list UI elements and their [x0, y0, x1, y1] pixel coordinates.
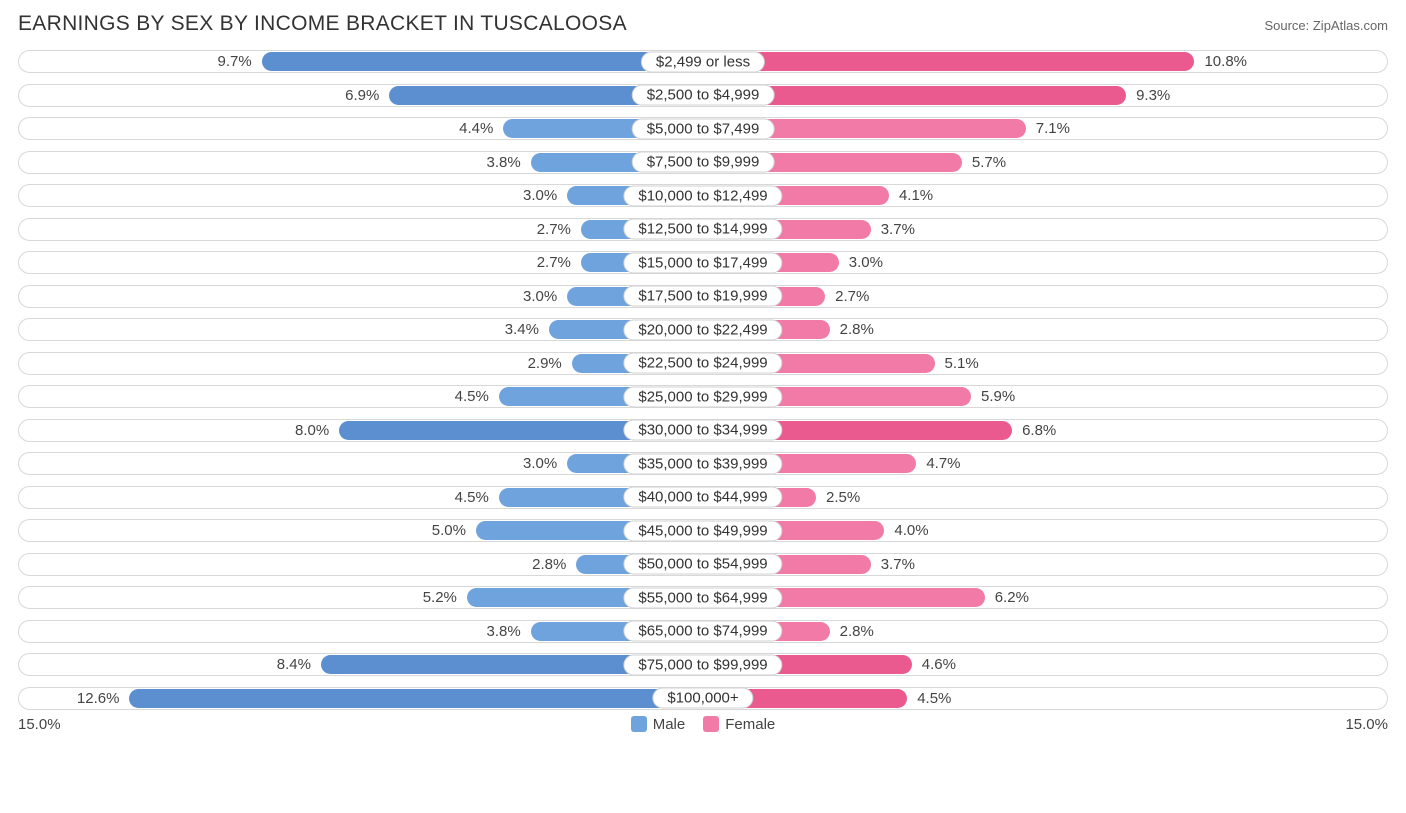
- bracket-label: $30,000 to $34,999: [623, 420, 782, 441]
- female-value: 3.7%: [871, 555, 925, 574]
- chart-row: 3.0% 2.7% $17,500 to $19,999: [18, 285, 1388, 308]
- legend-female-swatch: [703, 716, 719, 732]
- male-bar: [262, 52, 704, 71]
- female-value: 5.9%: [971, 387, 1025, 406]
- female-value: 2.5%: [816, 488, 870, 507]
- bracket-label: $75,000 to $99,999: [623, 654, 782, 675]
- male-value: 2.7%: [527, 253, 581, 272]
- bracket-label: $45,000 to $49,999: [623, 520, 782, 541]
- male-value: 2.9%: [518, 354, 572, 373]
- bracket-label: $5,000 to $7,499: [632, 118, 775, 139]
- male-value: 4.5%: [445, 387, 499, 406]
- legend-male-swatch: [631, 716, 647, 732]
- bracket-label: $35,000 to $39,999: [623, 453, 782, 474]
- bracket-label: $10,000 to $12,499: [623, 185, 782, 206]
- bracket-label: $25,000 to $29,999: [623, 386, 782, 407]
- chart-row: 4.4% 7.1% $5,000 to $7,499: [18, 117, 1388, 140]
- legend-female-label: Female: [725, 716, 775, 733]
- chart-row: 3.8% 5.7% $7,500 to $9,999: [18, 151, 1388, 174]
- female-value: 9.3%: [1126, 86, 1180, 105]
- male-value: 3.0%: [513, 287, 567, 306]
- female-value: 2.8%: [830, 320, 884, 339]
- legend-male: Male: [631, 716, 686, 733]
- bracket-label: $50,000 to $54,999: [623, 554, 782, 575]
- chart-row: 8.4% 4.6% $75,000 to $99,999: [18, 653, 1388, 676]
- diverging-bar-chart: 9.7% 10.8% $2,499 or less 6.9% 9.3% $2,500 to…: [18, 50, 1388, 710]
- bracket-label: $40,000 to $44,999: [623, 487, 782, 508]
- chart-row: 3.0% 4.7% $35,000 to $39,999: [18, 452, 1388, 475]
- chart-header: EARNINGS BY SEX BY INCOME BRACKET IN TUS…: [18, 12, 1388, 36]
- bracket-label: $17,500 to $19,999: [623, 286, 782, 307]
- chart-row: 2.8% 3.7% $50,000 to $54,999: [18, 553, 1388, 576]
- bracket-label: $55,000 to $64,999: [623, 587, 782, 608]
- chart-footer: 15.0% Male Female 15.0%: [18, 716, 1388, 733]
- male-value: 3.0%: [513, 454, 567, 473]
- female-value: 2.8%: [830, 622, 884, 641]
- male-value: 8.0%: [285, 421, 339, 440]
- female-value: 5.1%: [935, 354, 989, 373]
- male-value: 5.0%: [422, 521, 476, 540]
- male-value: 3.4%: [495, 320, 549, 339]
- chart-row: 3.0% 4.1% $10,000 to $12,499: [18, 184, 1388, 207]
- male-value: 4.4%: [449, 119, 503, 138]
- female-value: 3.0%: [839, 253, 893, 272]
- chart-row: 5.0% 4.0% $45,000 to $49,999: [18, 519, 1388, 542]
- chart-row: 2.9% 5.1% $22,500 to $24,999: [18, 352, 1388, 375]
- female-bar: [702, 52, 1194, 71]
- female-value: 4.1%: [889, 186, 943, 205]
- male-value: 2.8%: [522, 555, 576, 574]
- male-value: 2.7%: [527, 220, 581, 239]
- male-value: 3.8%: [477, 622, 531, 641]
- chart-row: 3.8% 2.8% $65,000 to $74,999: [18, 620, 1388, 643]
- chart-row: 3.4% 2.8% $20,000 to $22,499: [18, 318, 1388, 341]
- male-value: 3.0%: [513, 186, 567, 205]
- male-value: 12.6%: [67, 689, 130, 708]
- bracket-label: $2,500 to $4,999: [632, 85, 775, 106]
- bracket-label: $7,500 to $9,999: [632, 152, 775, 173]
- bracket-label: $12,500 to $14,999: [623, 219, 782, 240]
- male-value: 6.9%: [335, 86, 389, 105]
- chart-row: 2.7% 3.7% $12,500 to $14,999: [18, 218, 1388, 241]
- female-value: 10.8%: [1194, 52, 1257, 71]
- male-value: 3.8%: [477, 153, 531, 172]
- chart-row: 12.6% 4.5% $100,000+: [18, 687, 1388, 710]
- chart-legend: Male Female: [631, 716, 776, 733]
- chart-row: 5.2% 6.2% $55,000 to $64,999: [18, 586, 1388, 609]
- chart-row: 4.5% 2.5% $40,000 to $44,999: [18, 486, 1388, 509]
- female-value: 2.7%: [825, 287, 879, 306]
- female-value: 4.7%: [916, 454, 970, 473]
- male-bar: [129, 689, 704, 708]
- chart-source: Source: ZipAtlas.com: [1264, 18, 1388, 33]
- legend-male-label: Male: [653, 716, 686, 733]
- male-value: 9.7%: [207, 52, 261, 71]
- female-value: 5.7%: [962, 153, 1016, 172]
- bracket-label: $2,499 or less: [641, 51, 765, 72]
- bracket-label: $65,000 to $74,999: [623, 621, 782, 642]
- bracket-label: $22,500 to $24,999: [623, 353, 782, 374]
- chart-row: 6.9% 9.3% $2,500 to $4,999: [18, 84, 1388, 107]
- female-value: 3.7%: [871, 220, 925, 239]
- chart-row: 4.5% 5.9% $25,000 to $29,999: [18, 385, 1388, 408]
- female-value: 4.0%: [884, 521, 938, 540]
- female-value: 4.5%: [907, 689, 961, 708]
- chart-title: EARNINGS BY SEX BY INCOME BRACKET IN TUS…: [18, 12, 627, 36]
- chart-row: 9.7% 10.8% $2,499 or less: [18, 50, 1388, 73]
- male-value: 5.2%: [413, 588, 467, 607]
- bracket-label: $100,000+: [652, 688, 753, 709]
- axis-left-max: 15.0%: [18, 716, 61, 733]
- female-value: 6.8%: [1012, 421, 1066, 440]
- chart-row: 8.0% 6.8% $30,000 to $34,999: [18, 419, 1388, 442]
- female-value: 4.6%: [912, 655, 966, 674]
- axis-right-max: 15.0%: [1345, 716, 1388, 733]
- bracket-label: $15,000 to $17,499: [623, 252, 782, 273]
- female-value: 6.2%: [985, 588, 1039, 607]
- female-value: 7.1%: [1026, 119, 1080, 138]
- male-value: 8.4%: [267, 655, 321, 674]
- bracket-label: $20,000 to $22,499: [623, 319, 782, 340]
- male-value: 4.5%: [445, 488, 499, 507]
- legend-female: Female: [703, 716, 775, 733]
- chart-row: 2.7% 3.0% $15,000 to $17,499: [18, 251, 1388, 274]
